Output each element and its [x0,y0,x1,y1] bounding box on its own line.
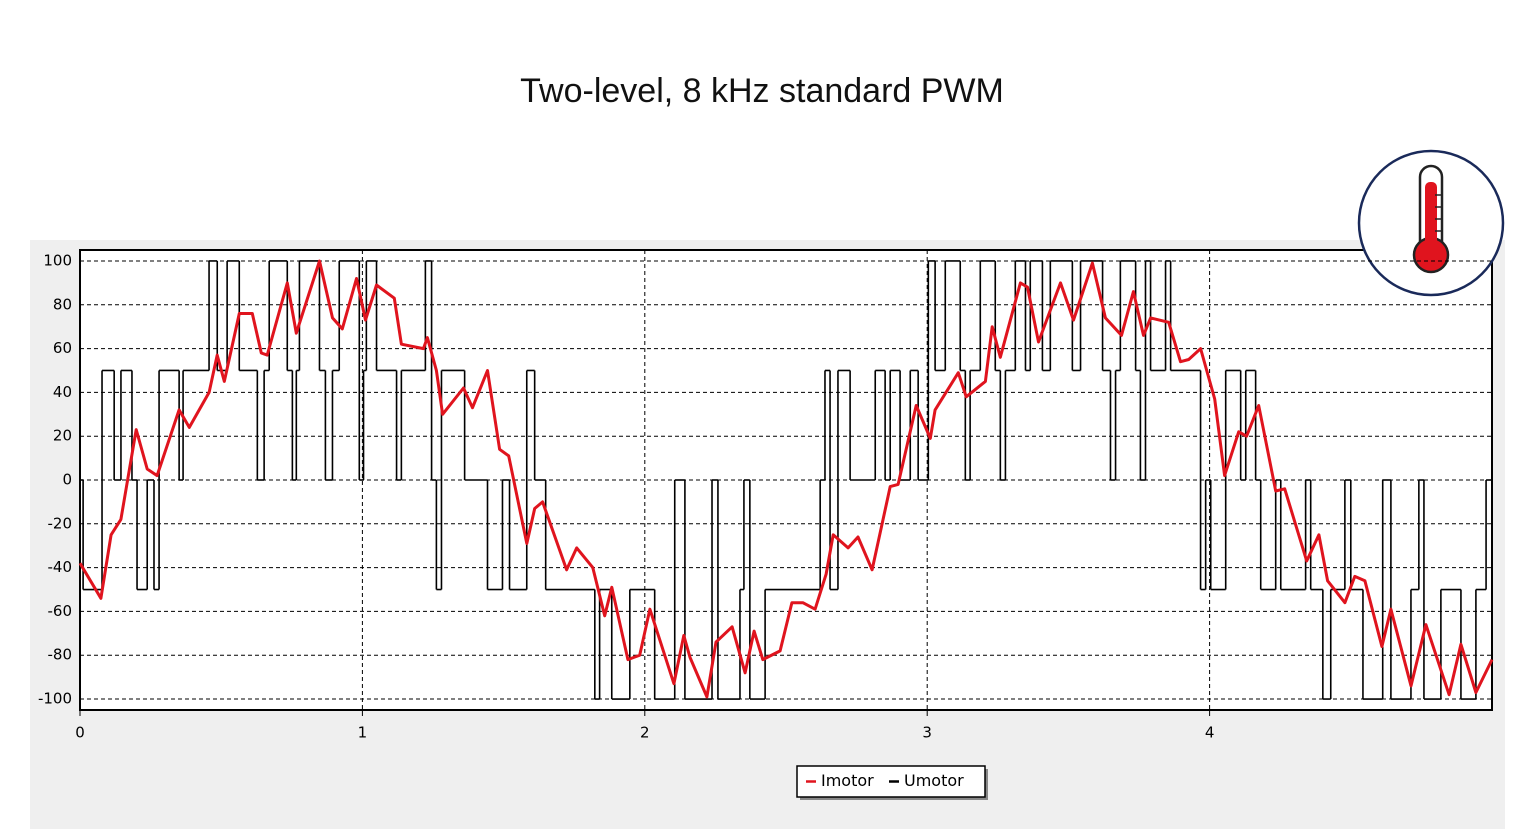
y-tick-label: -40 [48,558,73,576]
x-tick-label: 3 [922,724,932,742]
y-tick-label: 60 [53,339,72,357]
y-tick-label: -60 [48,602,73,620]
step-line [80,260,1492,700]
x-tick-label: 2 [640,724,650,742]
thermometer-icon [1357,149,1505,297]
y-tick-label: 80 [53,295,72,313]
x-tick-label: 0 [75,724,85,742]
legend-label: Umotor [904,771,964,790]
y-tick-label: -80 [48,646,73,664]
y-tick-label: 100 [43,251,72,269]
legend-label: Imotor [821,771,874,790]
y-tick-label: -20 [48,514,73,532]
x-tick-label: 1 [358,724,368,742]
y-tick-label: -100 [38,690,72,708]
y-tick-label: 20 [53,427,72,445]
y-tick-label: 0 [62,471,72,489]
x-tick-label: 4 [1205,724,1215,742]
series-line [78,259,1494,699]
y-tick-label: 40 [53,383,72,401]
chart-title: Two-level, 8 kHz standard PWM [520,72,1004,110]
